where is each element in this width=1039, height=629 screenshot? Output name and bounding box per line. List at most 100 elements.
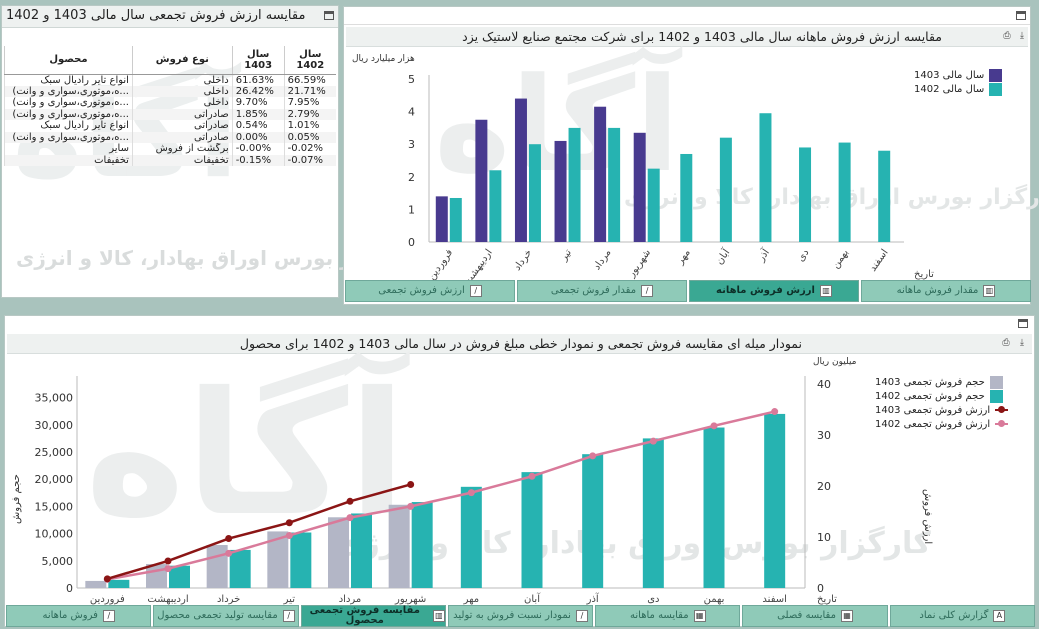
x-axis-label: تاریخ bbox=[914, 269, 934, 280]
x-tick-label: آبان bbox=[524, 592, 541, 605]
tab-label: مقدار فروش تجمعی bbox=[550, 285, 637, 296]
tab-2[interactable]: ▦ مقایسه ماهانه bbox=[595, 605, 741, 627]
point-value-1403 bbox=[285, 519, 293, 527]
cell-y1402: 2.79% bbox=[283, 108, 336, 120]
y2-tick-label: 20 bbox=[817, 480, 831, 493]
maximize-icon[interactable] bbox=[1018, 319, 1028, 328]
bar-volume-1402 bbox=[411, 502, 433, 588]
point-value-1403 bbox=[407, 480, 415, 488]
bar-volume-1402 bbox=[351, 513, 372, 588]
table-row[interactable]: 66.59% 61.63% داخلی انواع تایر رادیال سبک bbox=[4, 74, 336, 86]
a-icon: A bbox=[993, 610, 1006, 622]
legend-label-1402: سال مالی 1402 bbox=[914, 84, 985, 95]
print-icon[interactable]: ⎙ bbox=[1002, 338, 1010, 348]
tab-label: ارزش فروش تجمعی bbox=[378, 285, 465, 296]
line-value-1403 bbox=[106, 483, 412, 581]
tab-6[interactable]: ∕ فروش ماهانه bbox=[6, 605, 152, 627]
x-tick-label: بهمن bbox=[704, 594, 725, 605]
col-header-y1402[interactable]: سال 1402 bbox=[283, 46, 336, 75]
point-value-1403 bbox=[225, 535, 233, 543]
tab-1[interactable]: ▥ ارزش فروش ماهانه bbox=[689, 280, 859, 302]
table-row[interactable]: 1.01% 0.54% صادراتی انواع تایر رادیال سبک bbox=[4, 120, 336, 132]
bar-volume-1402 bbox=[229, 549, 251, 588]
table-row[interactable]: 2.79% 1.85% صادراتی ...ه،موتوری،سواری و وان… bbox=[4, 108, 336, 120]
x-tick-label: اردیبهشت bbox=[147, 594, 188, 605]
table-row[interactable]: 0.05% 0.00% صادراتی ...ه،موتوری،سواری و وان… bbox=[4, 131, 336, 143]
y2-axis-unit: میلیون ریال bbox=[813, 357, 857, 367]
cell-product: ...ه،موتوری،سواری و وانت) bbox=[4, 131, 133, 143]
export-icon[interactable]: ⤓ bbox=[1020, 338, 1024, 348]
table-panel-header: مقایسه ارزش فروش تجمعی سال مالی 1403 و 1… bbox=[2, 6, 338, 28]
tab-2[interactable]: ∕ مقدار فروش تجمعی bbox=[517, 280, 687, 302]
col-header-y1403[interactable]: سال 1403 bbox=[231, 46, 285, 75]
table-row[interactable]: -0.02% -0.00% برگشت از فروش سایر bbox=[4, 143, 336, 155]
point-value-1402 bbox=[467, 489, 475, 497]
monthly-panel-topbar bbox=[344, 7, 1030, 25]
tab-4[interactable]: ▥ مقایسه فروش تجمعی محصول bbox=[300, 605, 446, 627]
bar-1402 bbox=[647, 168, 660, 242]
table-row[interactable]: -0.07% -0.15% تخفیفات تخفیفات bbox=[4, 154, 336, 166]
table-row[interactable]: 7.95% 9.70% داخلی ...ه،موتوری،سواری و وانت) bbox=[4, 97, 336, 109]
table-row[interactable]: 21.71% 26.42% داخلی ...ه،موتوری،سواری و وان… bbox=[4, 85, 336, 97]
col-header-type[interactable]: نوع فروش bbox=[131, 46, 233, 75]
tab-3[interactable]: ∕ نمودار نسبت فروش به تولید bbox=[447, 605, 594, 627]
cumulative-tab-bar: A گزارش کلی نماد ▦ مقایسه فصلی ▦ مقایسه ماهان… bbox=[4, 605, 1035, 627]
cell-y1402: 1.01% bbox=[283, 120, 336, 132]
legend-item-1402[interactable]: سال مالی 1402 bbox=[914, 83, 1003, 96]
cell-type: داخلی bbox=[131, 74, 233, 86]
x-tick-label: تیر bbox=[283, 594, 296, 605]
bar-volume-1403 bbox=[328, 517, 349, 588]
cell-y1402: -0.07% bbox=[283, 154, 336, 166]
cumulative-sales-chart: 0 5,000 10,000 15,000 20,000 25,000 30,000 35,0… bbox=[11, 357, 933, 605]
tab-1[interactable]: ▦ مقایسه فصلی bbox=[742, 605, 888, 627]
cell-type: صادراتی bbox=[131, 131, 233, 143]
cell-product: انواع تایر رادیال سبک bbox=[4, 74, 133, 86]
cell-type: تخفیفات bbox=[131, 154, 233, 166]
legend-swatch-volume-1402 bbox=[989, 390, 1003, 403]
x-tick-label: خرداد bbox=[217, 594, 240, 605]
legend-swatch-1402 bbox=[989, 83, 1003, 96]
legend-label-volume-1402: حجم فروش تجمعی 1402 bbox=[875, 391, 985, 402]
print-icon[interactable]: ⎙ bbox=[1003, 31, 1011, 41]
y-tick-label: 25,000 bbox=[35, 446, 74, 459]
cell-product: ...ه،موتوری،سواری و وانت) bbox=[4, 85, 133, 97]
point-value-1402 bbox=[346, 514, 354, 522]
point-value-1402 bbox=[771, 408, 779, 416]
legend-item-volume-1403[interactable]: حجم فروش تجمعی 1403 bbox=[875, 376, 1003, 389]
y-tick-label: 15,000 bbox=[35, 500, 74, 513]
line-chart-icon: ∕ bbox=[469, 285, 482, 297]
cell-type: صادراتی bbox=[131, 120, 233, 132]
tab-label: مقایسه فصلی bbox=[777, 610, 836, 621]
bar-volume-1402 bbox=[108, 579, 130, 588]
legend-item-1403[interactable]: سال مالی 1403 bbox=[914, 69, 1003, 82]
bar-volume-1402 bbox=[169, 565, 190, 588]
tab-0[interactable]: A گزارش کلی نماد bbox=[889, 605, 1035, 627]
point-value-1402 bbox=[285, 531, 293, 539]
legend-item-value-1403[interactable]: ارزش فروش تجمعی 1403 bbox=[875, 404, 1009, 417]
bar-volume-1402 bbox=[764, 413, 786, 588]
cell-type: برگشت از فروش bbox=[131, 143, 233, 155]
y-tick-label: 3 bbox=[408, 138, 415, 151]
tab-5[interactable]: ∕ مقایسه تولید تجمعی محصول bbox=[153, 605, 299, 627]
y-tick-label: 20,000 bbox=[35, 473, 74, 486]
maximize-icon[interactable] bbox=[324, 11, 334, 20]
tab-3[interactable]: ∕ ارزش فروش تجمعی bbox=[345, 280, 515, 302]
export-icon[interactable]: ⤓ bbox=[1020, 31, 1024, 41]
cell-y1402: 21.71% bbox=[283, 85, 336, 97]
cell-product: ...ه،موتوری،سواری و وانت) bbox=[4, 97, 133, 109]
tab-label: مقایسه فروش تجمعی محصول bbox=[309, 605, 420, 626]
cell-y1403: 61.63% bbox=[231, 74, 285, 86]
legend-item-volume-1402[interactable]: حجم فروش تجمعی 1402 bbox=[875, 390, 1003, 403]
bar-1402 bbox=[528, 144, 541, 242]
maximize-icon[interactable] bbox=[1016, 11, 1026, 20]
x-tick-label: اسفند bbox=[868, 247, 891, 273]
bar-1402 bbox=[878, 150, 891, 242]
tab-0[interactable]: ▥ مقدار فروش ماهانه bbox=[861, 280, 1031, 302]
monthly-chart-panel: مقایسه ارزش فروش ماهانه سال مالی 1403 و … bbox=[343, 6, 1039, 305]
bar-volume-1402 bbox=[642, 438, 664, 588]
x-tick-label: دی bbox=[795, 247, 811, 263]
bar-volume-1403 bbox=[267, 531, 289, 588]
legend-item-value-1402[interactable]: ارزش فروش تجمعی 1402 bbox=[875, 418, 1009, 431]
x-tick-label: فروردین bbox=[90, 594, 125, 605]
col-header-product[interactable]: محصول bbox=[4, 46, 133, 75]
